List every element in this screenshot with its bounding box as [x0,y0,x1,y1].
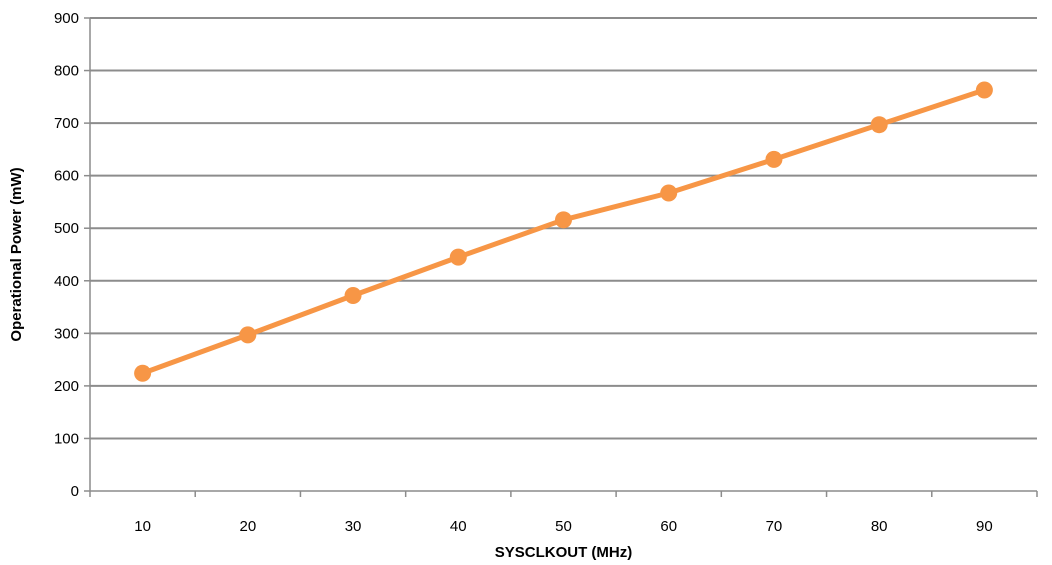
x-tick-label: 70 [766,518,783,535]
x-tick-label: 40 [450,518,467,535]
x-tick-label: 30 [345,518,362,535]
y-tick-label: 600 [54,168,79,185]
y-tick-label: 900 [54,10,79,27]
y-tick-label: 400 [54,273,79,290]
axes [89,18,1037,492]
x-axis-ticks: 10 20 30 40 50 60 70 80 90 [89,491,1038,535]
x-tick-label: 20 [239,518,256,535]
y-axis-title: Operational Power (mW) [8,167,25,341]
data-point [975,81,993,99]
x-tick-label: 10 [134,518,151,535]
y-tick-label: 100 [54,430,79,447]
x-tick-label: 90 [976,518,993,535]
data-point [555,211,572,229]
y-tick-label: 700 [54,115,79,132]
x-tick-label: 60 [660,518,677,535]
y-tick-label: 800 [54,63,79,80]
data-point [344,286,362,304]
series-line [140,87,987,376]
x-tick-label: 80 [871,518,888,535]
y-tick-label: 300 [54,325,79,342]
y-axis-ticks: 0 100 200 300 400 500 600 700 800 900 [54,10,90,500]
series-layer [134,81,993,382]
data-point [660,184,678,202]
x-tick-label: 50 [555,518,572,535]
x-axis-title: SYSCLKOUT (MHz) [495,544,633,561]
data-point [449,248,467,266]
data-point [239,326,257,344]
data-point [134,364,152,382]
data-point [870,116,888,134]
y-tick-label: 200 [54,378,79,395]
data-point [765,150,783,168]
y-tick-label: 0 [71,483,79,500]
y-tick-label: 500 [54,220,79,237]
